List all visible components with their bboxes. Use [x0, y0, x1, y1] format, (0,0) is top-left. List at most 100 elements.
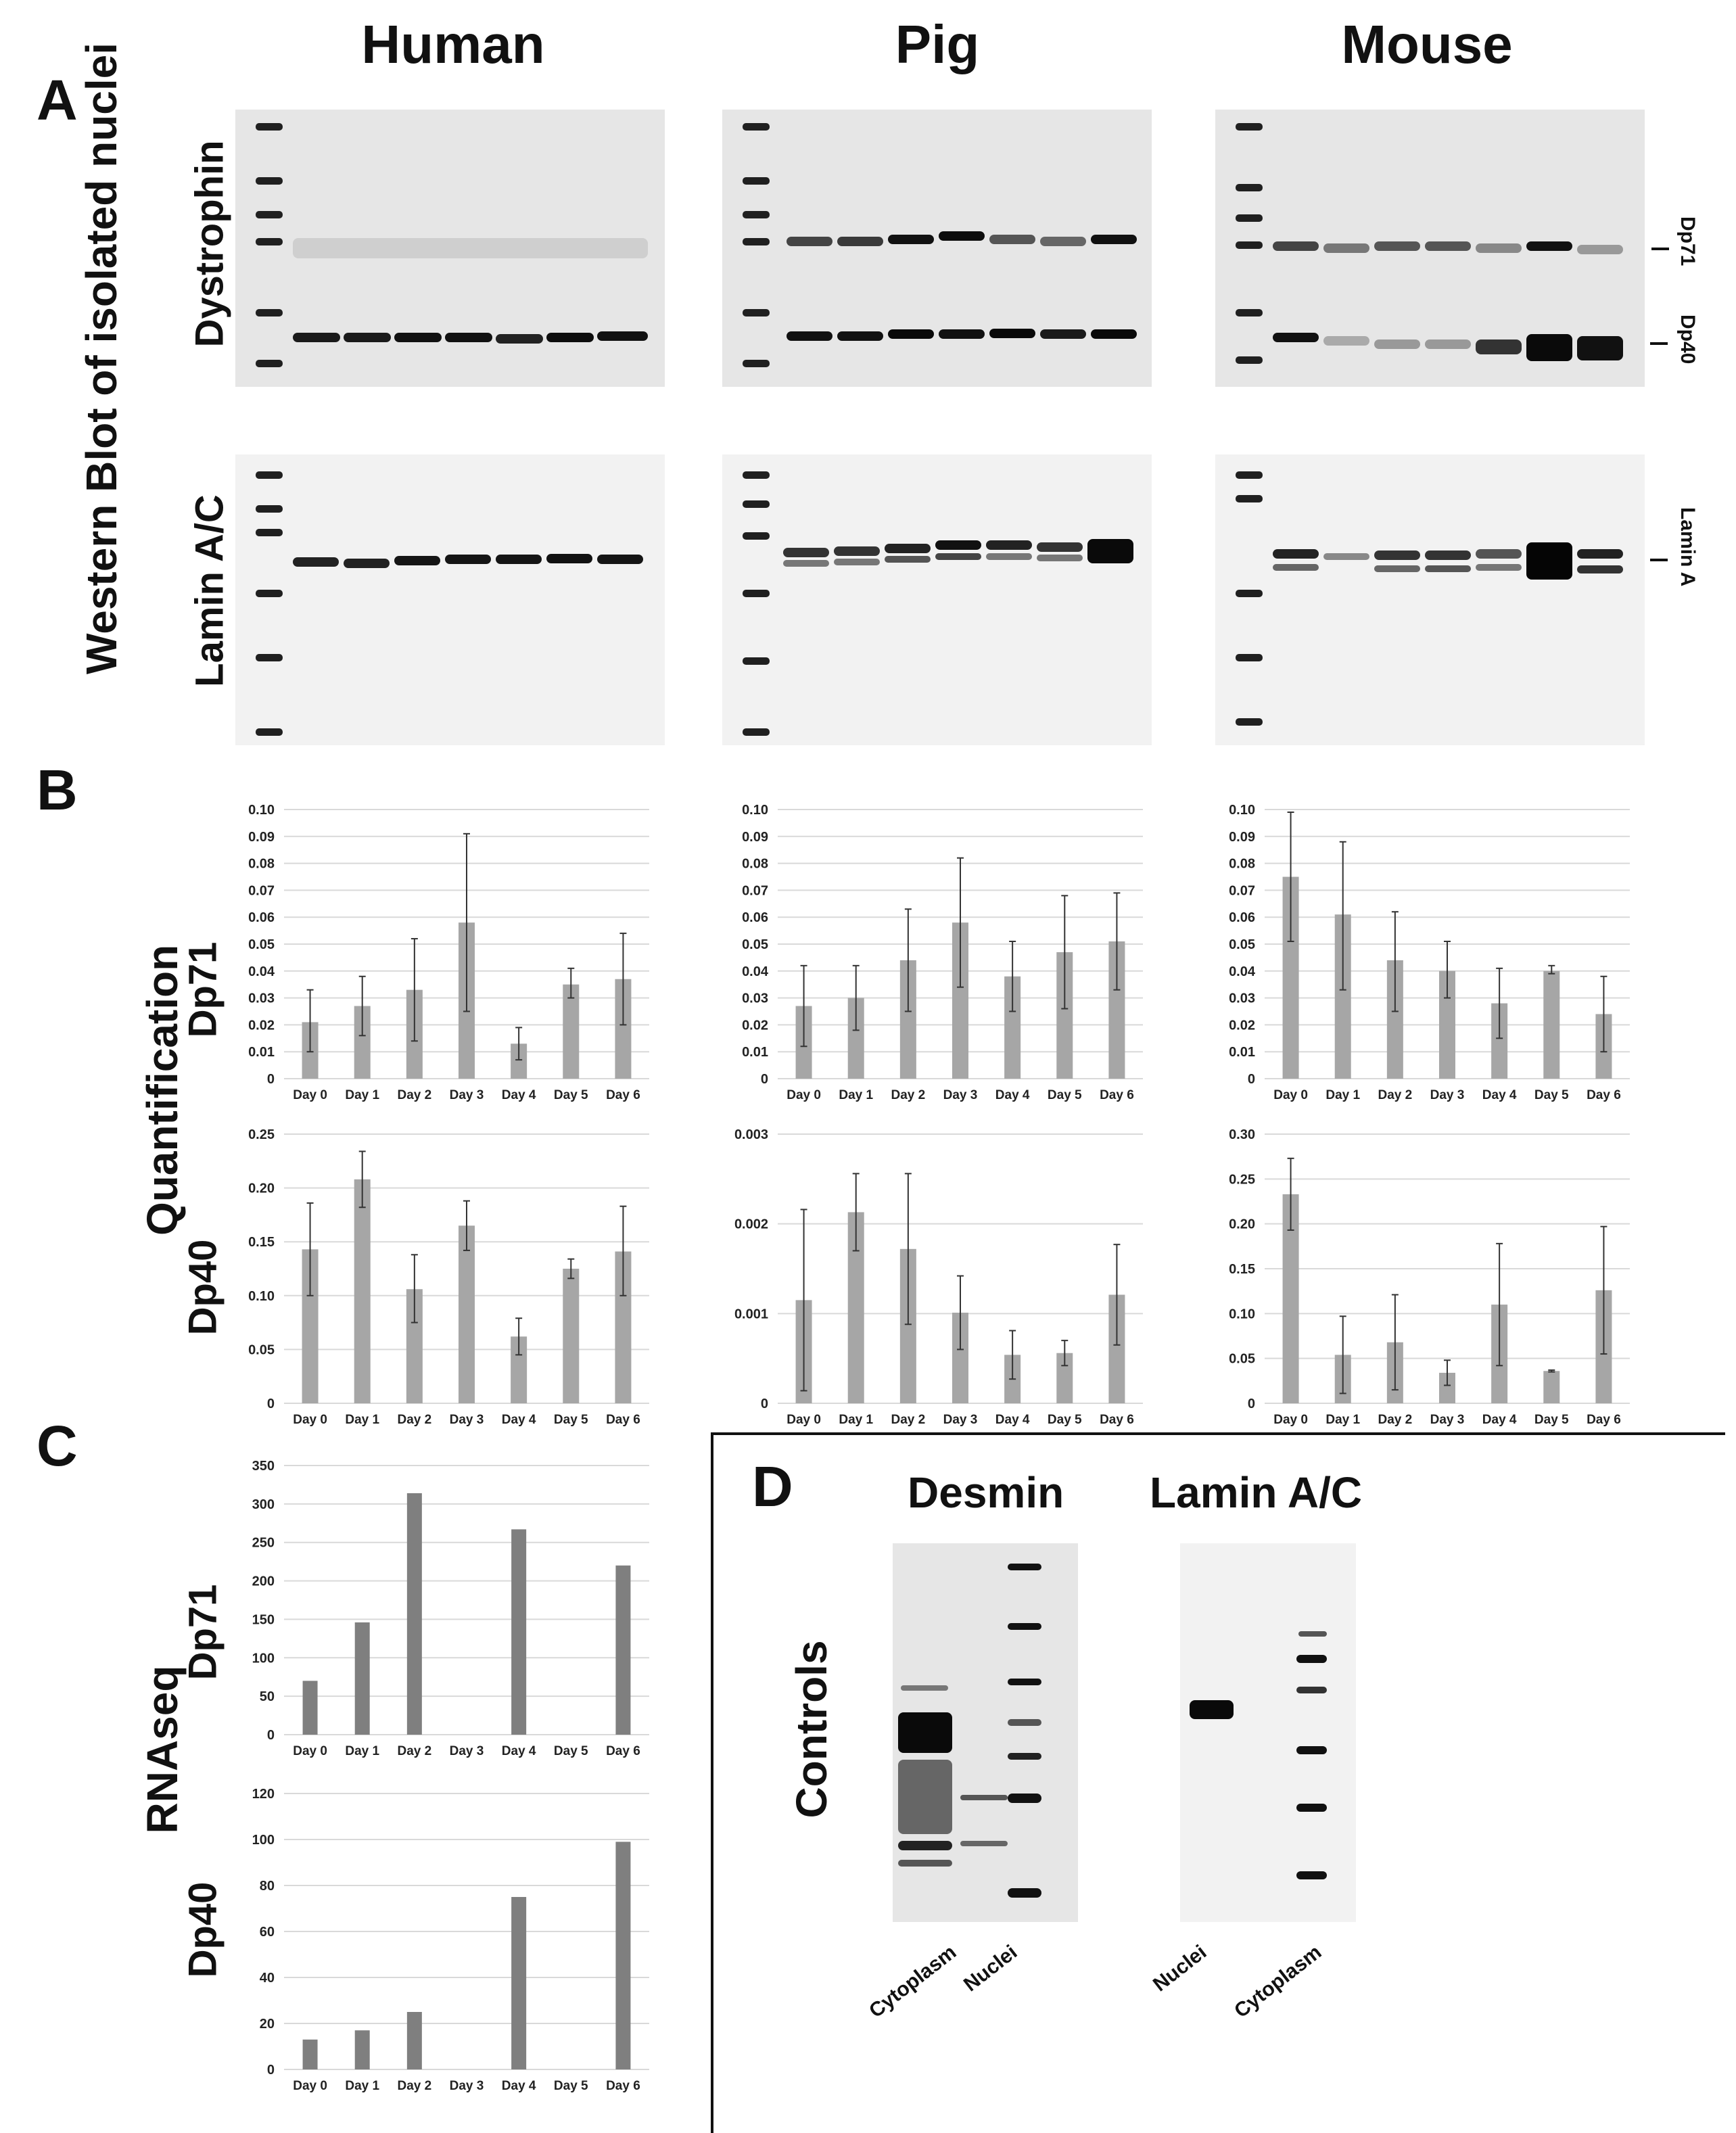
y-tick-label: 300 — [252, 1497, 275, 1512]
x-tick-label: Day 3 — [450, 1088, 484, 1102]
blot-band — [1476, 549, 1522, 559]
side-label-lamin-a: Lamin A — [1676, 507, 1699, 587]
ladder-marker — [1008, 1679, 1041, 1685]
ladder-marker — [1236, 471, 1263, 479]
ladder-marker — [256, 590, 283, 597]
y-tick-label: 0.30 — [1229, 1127, 1255, 1142]
x-tick-label: Day 2 — [1378, 1413, 1413, 1427]
blot-band — [885, 556, 931, 563]
ladder-marker — [743, 590, 770, 597]
y-tick-label: 150 — [252, 1612, 275, 1627]
blot-band — [898, 1760, 952, 1834]
x-tick-label: Day 6 — [606, 1088, 640, 1102]
x-tick-label: Day 5 — [1534, 1413, 1569, 1427]
ladder-marker — [1236, 241, 1263, 249]
ladder-marker — [1236, 356, 1263, 364]
controls-label: Controls — [787, 1640, 836, 1819]
bar — [354, 1179, 371, 1403]
blot-band — [837, 237, 883, 246]
ladder-marker — [743, 500, 770, 508]
arrow-dp71 — [1651, 248, 1669, 250]
x-tick-label: Day 4 — [995, 1413, 1030, 1427]
blot-band — [1037, 542, 1083, 552]
y-tick-label: 40 — [260, 1971, 275, 1986]
arrow-dp40 — [1650, 342, 1668, 345]
x-tick-label: Day 1 — [839, 1088, 873, 1102]
bar — [615, 1565, 631, 1735]
blot-band — [1577, 565, 1623, 573]
y-tick-label: 0.001 — [734, 1307, 768, 1321]
ladder-marker — [256, 309, 283, 317]
y-tick-label: 0 — [1248, 1072, 1255, 1087]
bar — [354, 1622, 370, 1735]
blot-band — [834, 559, 880, 565]
y-tick-label: 0.07 — [248, 883, 275, 898]
y-tick-label: 0 — [761, 1072, 768, 1087]
ladder-marker — [1236, 123, 1263, 131]
y-tick-label: 0.06 — [1229, 910, 1255, 925]
y-tick-label: 0.003 — [734, 1127, 768, 1142]
y-tick-label: 0.15 — [248, 1235, 275, 1250]
panel-label-d: D — [752, 1455, 793, 1518]
ladder-marker — [256, 360, 283, 367]
ladder-marker — [1008, 1888, 1041, 1898]
blot-band — [939, 231, 985, 241]
blot-band — [898, 1841, 952, 1850]
blot-band — [394, 333, 442, 342]
y-tick-label: 0.08 — [248, 857, 275, 872]
y-tick-label: 0.05 — [1229, 937, 1255, 952]
blot-band — [1526, 241, 1572, 251]
blot-band — [1040, 237, 1086, 246]
blot-band — [1526, 334, 1572, 361]
y-tick-label: 0.03 — [742, 991, 768, 1006]
y-tick-label: 0.05 — [1229, 1352, 1255, 1367]
blot-band — [837, 331, 883, 341]
lane-label-lamin-nuclei: Nuclei — [1149, 1941, 1211, 1996]
species-header-mouse: Mouse — [1341, 14, 1513, 74]
blot-band — [1087, 539, 1133, 563]
y-tick-label: 0.03 — [1229, 991, 1255, 1006]
ladder-marker — [1008, 1623, 1041, 1630]
y-tick-label: 0.04 — [248, 964, 275, 979]
bar — [511, 1529, 527, 1735]
blot-band — [1091, 329, 1137, 339]
chart-pig-dp40: 0 0.001 0.002 0.003 Day 0 Day 1 Day 2 Day 3 Day … — [734, 1127, 1143, 1427]
y-tick-label: 120 — [252, 1787, 275, 1802]
x-tick-label: Day 1 — [1326, 1413, 1360, 1427]
y-tick-label: 0.15 — [1229, 1262, 1255, 1277]
y-tick-label: 0 — [267, 1397, 275, 1411]
ladder-marker — [256, 123, 283, 131]
panel-d-left-border — [711, 1432, 713, 2133]
ladder-marker — [1236, 495, 1263, 502]
blot-band — [1323, 336, 1369, 346]
ladder-marker — [743, 123, 770, 131]
x-tick-label: Day 6 — [606, 1413, 640, 1427]
ladder-marker — [1236, 184, 1263, 191]
x-tick-label: Day 5 — [554, 2079, 588, 2093]
ladder-marker — [743, 309, 770, 317]
blot-band — [597, 331, 648, 341]
x-tick-label: Day 6 — [1100, 1088, 1134, 1102]
x-tick-label: Day 6 — [1100, 1413, 1134, 1427]
x-tick-label: Day 0 — [293, 2079, 327, 2093]
y-tick-label: 0.10 — [248, 803, 275, 818]
ladder-marker — [1296, 1804, 1327, 1812]
x-tick-label: Day 0 — [1273, 1413, 1308, 1427]
ladder-marker — [743, 360, 770, 367]
y-tick-label: 0.10 — [1229, 1307, 1255, 1321]
chart-pig-dp71: 0 0.01 0.02 0.03 0.04 0.05 0.06 0.07 0.08 0.09 0.1… — [742, 803, 1143, 1102]
x-tick-label: Day 5 — [554, 1088, 588, 1102]
y-tick-label: 0.10 — [1229, 803, 1255, 818]
blot-band — [898, 1712, 952, 1753]
ladder-marker — [743, 471, 770, 479]
blot-band — [986, 553, 1032, 560]
blot-band — [1374, 550, 1420, 560]
species-header-pig: Pig — [895, 14, 980, 74]
blot-band — [1425, 550, 1471, 560]
x-tick-label: Day 5 — [1048, 1413, 1082, 1427]
x-tick-label: Day 3 — [1430, 1413, 1465, 1427]
desmin-title: Desmin — [908, 1468, 1064, 1517]
x-tick-label: Day 4 — [502, 1088, 536, 1102]
blot-band — [960, 1795, 1008, 1800]
lamin-ac-label: Lamin A/C — [187, 494, 232, 687]
